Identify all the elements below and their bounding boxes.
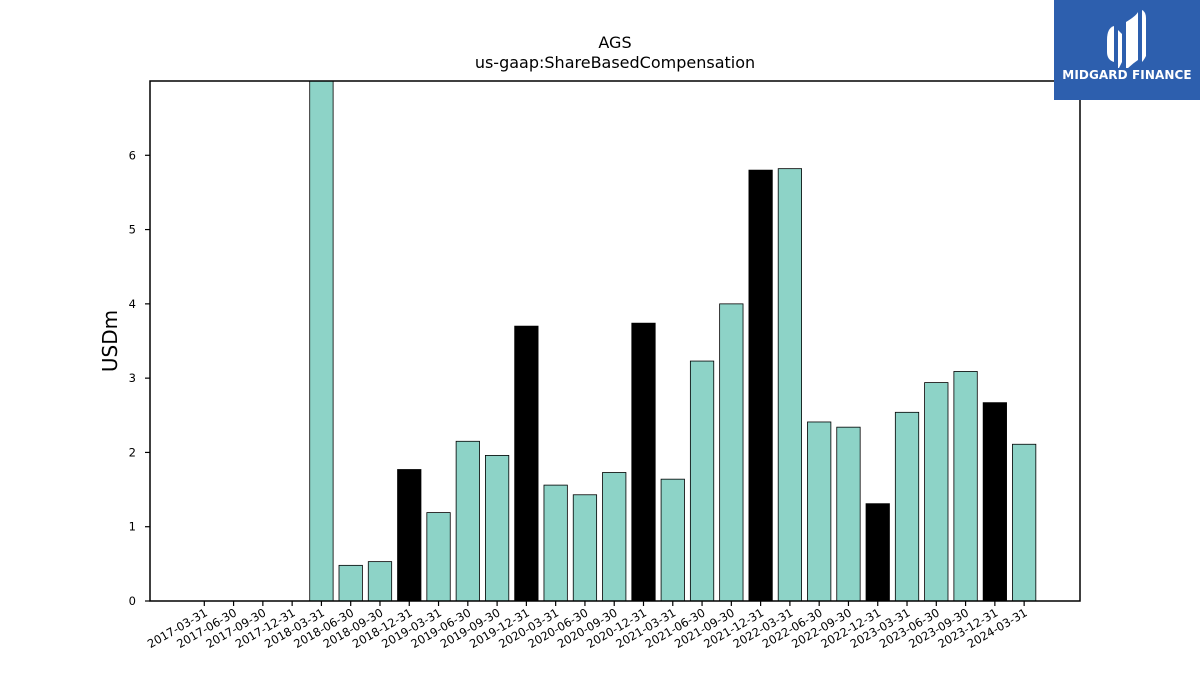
y-tick-label: 5 xyxy=(129,223,136,237)
chart-subtitle: us-gaap:ShareBasedCompensation xyxy=(475,53,755,72)
y-tick-label: 4 xyxy=(129,297,136,311)
bar-2021-06-30 xyxy=(689,360,715,602)
bar-2023-09-30 xyxy=(953,371,978,602)
bar-2021-03-31 xyxy=(660,478,685,602)
bar-2021-12-31 xyxy=(748,169,773,602)
midgard-logo-icon xyxy=(1107,10,1146,68)
y-tick-label: 0 xyxy=(129,594,136,608)
y-tick-label: 2 xyxy=(129,445,136,459)
plot-frame xyxy=(149,80,1081,602)
bar-2018-03-31 xyxy=(309,80,334,602)
bar-2023-12-31 xyxy=(982,402,1007,602)
bar-2022-03-31 xyxy=(777,168,803,602)
bar-2023-03-31 xyxy=(894,411,920,602)
bar-2020-09-30 xyxy=(602,472,627,602)
bar-2018-06-30 xyxy=(338,564,363,602)
logo-text: MIDGARD FINANCE xyxy=(1062,68,1192,82)
bar-2018-09-30 xyxy=(367,561,393,602)
y-axis-label: USDm xyxy=(98,310,122,372)
bar-2019-09-30 xyxy=(484,454,510,602)
x-axis: 2017-03-312017-06-302017-09-302017-12-31… xyxy=(145,601,1030,651)
chart-title: AGS xyxy=(598,33,631,52)
bar-2022-06-30 xyxy=(807,421,832,602)
y-tick-label: 6 xyxy=(129,148,136,162)
bars-group xyxy=(309,80,1037,602)
bar-2019-03-31 xyxy=(426,512,451,602)
bar-2019-12-31 xyxy=(514,325,539,602)
y-tick-label: 1 xyxy=(129,520,136,534)
bar-2022-09-30 xyxy=(836,426,861,602)
bar-2019-06-30 xyxy=(455,440,480,602)
bar-2020-06-30 xyxy=(572,494,598,602)
bar-2024-03-31 xyxy=(1012,443,1037,602)
bar-2020-12-31 xyxy=(631,322,656,602)
y-tick-label: 3 xyxy=(129,371,136,385)
bar-2021-09-30 xyxy=(719,303,744,602)
bar-2022-12-31 xyxy=(865,503,890,602)
midgard-logo: MIDGARD FINANCE xyxy=(1054,0,1200,100)
bar-2023-06-30 xyxy=(924,382,949,602)
bar-2018-12-31 xyxy=(397,469,422,602)
y-axis: 0 1 2 3 4 5 6 xyxy=(129,148,150,608)
bar-2020-03-31 xyxy=(543,484,568,602)
